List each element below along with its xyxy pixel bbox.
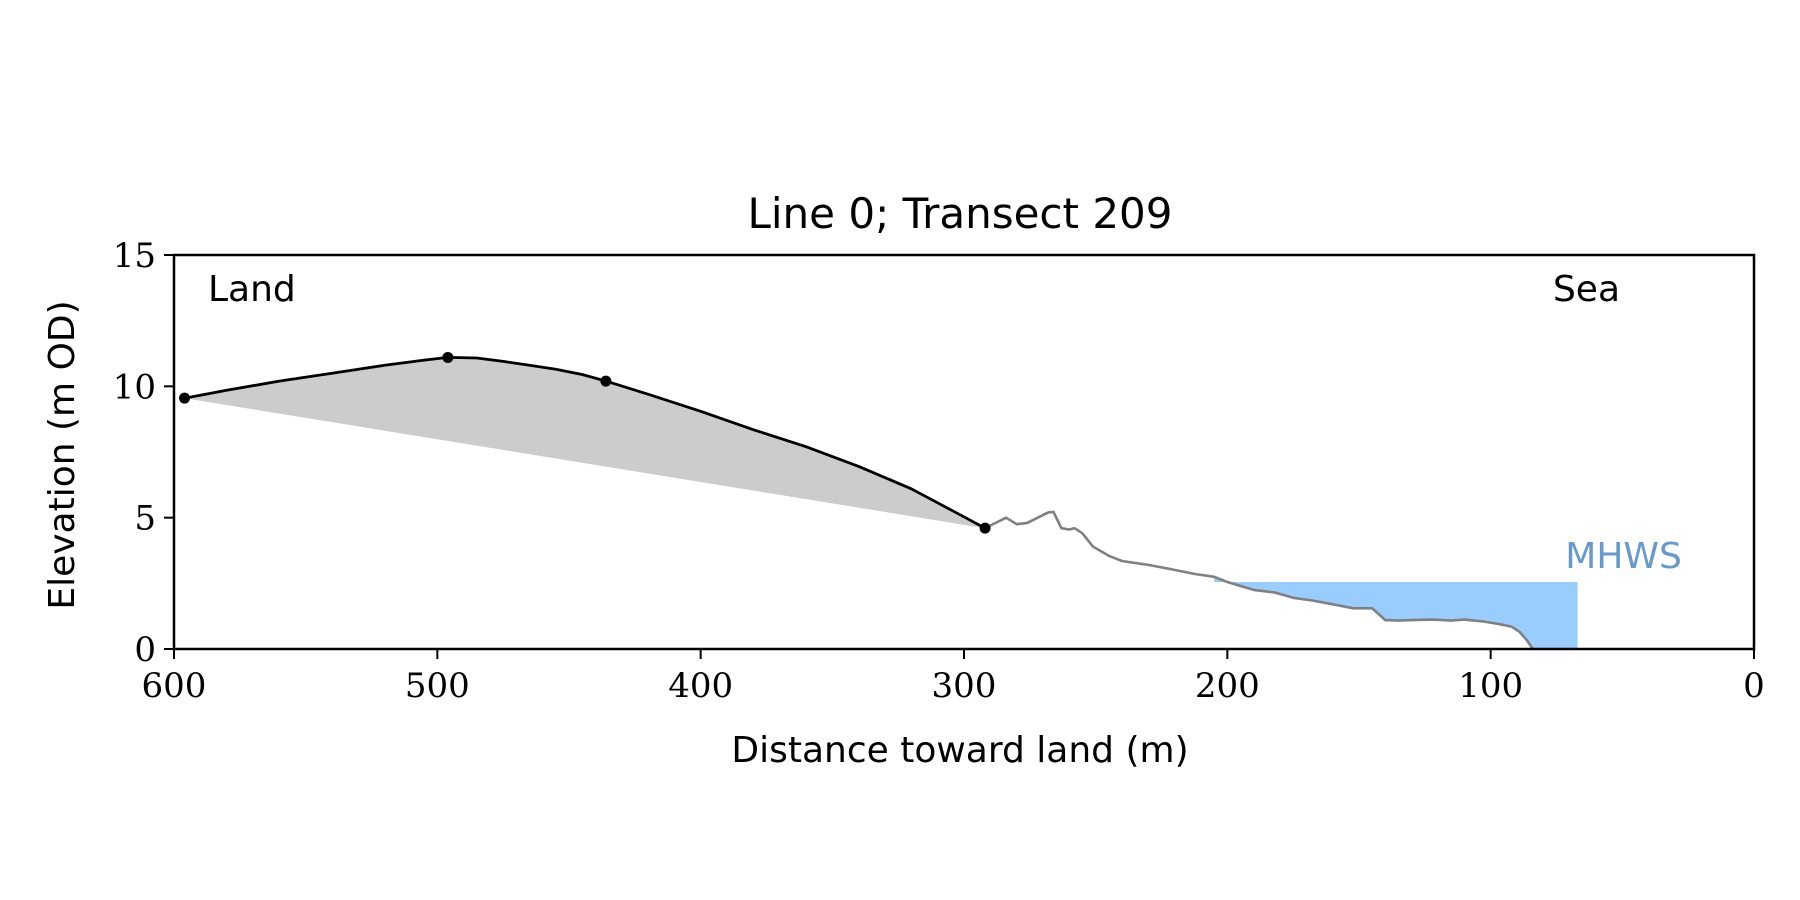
x-tick-label-200: 200 <box>1195 666 1260 706</box>
chart-title: Line 0; Transect 209 <box>747 189 1172 238</box>
plot-area: 600 500 400 300 200 100 0 0 5 10 15 MHWS <box>113 236 1765 706</box>
x-tick-label-100: 100 <box>1458 666 1523 706</box>
y-tick-label-5: 5 <box>134 499 156 539</box>
y-axis-label: Elevation (m OD) <box>42 300 83 609</box>
x-tick-label-400: 400 <box>668 666 733 706</box>
x-tick-label-300: 300 <box>932 666 997 706</box>
dune-point-3 <box>979 522 991 534</box>
x-axis-label: Distance toward land (m) <box>731 730 1188 771</box>
dune-profile-line <box>184 355 986 530</box>
sea-annotation: Sea <box>1553 269 1620 310</box>
x-tick-label-600: 600 <box>142 666 207 706</box>
x-tick-label-500: 500 <box>405 666 470 706</box>
y-tick-label-10: 10 <box>113 367 156 407</box>
dune-point-2 <box>600 375 612 387</box>
mhws-water-area <box>1214 576 1578 649</box>
land-annotation: Land <box>208 269 296 310</box>
dune-point-0 <box>179 392 191 404</box>
mhws-label: MHWS <box>1565 536 1682 577</box>
dune-point-1 <box>442 351 454 363</box>
y-tick-label-15: 15 <box>113 236 156 276</box>
seaward-profile-line <box>984 510 1534 650</box>
y-tick-label-0: 0 <box>134 630 156 670</box>
x-tick-label-0: 0 <box>1743 666 1765 706</box>
dune-fill-area <box>184 357 986 529</box>
